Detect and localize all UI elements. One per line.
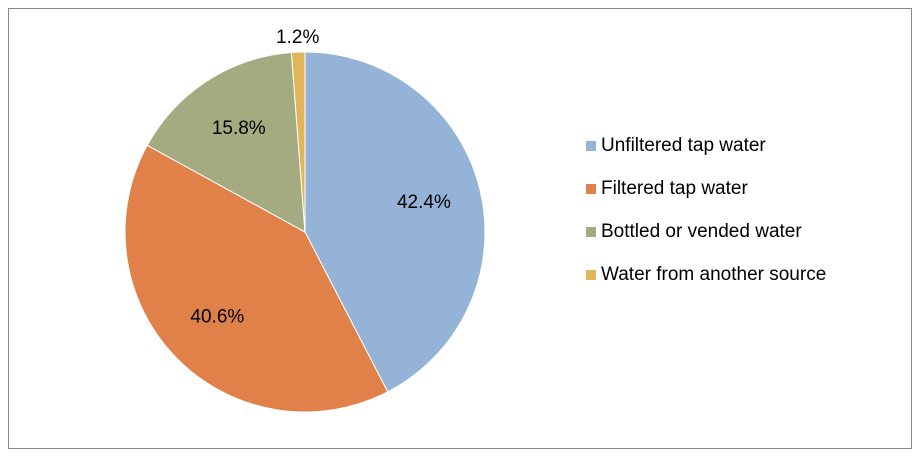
data-label: 15.8% [212, 118, 266, 139]
legend-swatch [586, 141, 596, 151]
pie-slice [124, 144, 389, 413]
data-label: 40.6% [190, 306, 244, 327]
legend-label: Bottled or vended water [601, 221, 802, 242]
pie-slice [290, 51, 306, 233]
legend-label: Water from another source [601, 264, 826, 285]
pie-slice [304, 51, 486, 393]
legend-label: Unfiltered tap water [601, 135, 766, 156]
legend-swatch [586, 184, 596, 194]
pie-slice [146, 51, 306, 233]
legend-swatch [586, 227, 596, 237]
legend-label: Filtered tap water [601, 178, 748, 199]
legend-swatch [586, 270, 596, 280]
data-label: 1.2% [276, 27, 319, 48]
data-label: 42.4% [397, 192, 451, 213]
